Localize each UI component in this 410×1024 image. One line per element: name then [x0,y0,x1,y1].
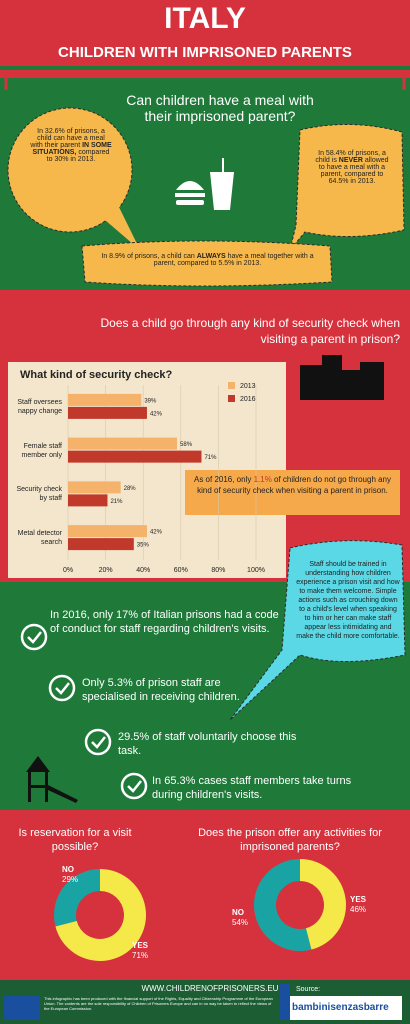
source-logo-bg [290,996,402,1020]
category-label: Security check by staff [16,486,62,503]
x-tick-label: 60% [174,567,188,574]
slice-name: NO [62,865,74,874]
bubble-text: In 58.4% of prisons, a child is NEVER al… [312,150,392,185]
category-label: Metal detector search [17,530,62,547]
slice-value: 54% [232,918,248,927]
category-label: Female staff member only [21,442,62,459]
slice-value: 46% [350,905,366,914]
tip-text: Staff should be trained in understanding… [296,561,400,640]
footer-url: WWW.CHILDRENOFPRISONERS.EU [141,984,279,993]
security-question: Does a child go through any kind of secu… [100,316,400,346]
bubble-tail [105,205,140,250]
source-logo: bambinisenzasbarre [292,1002,389,1013]
slice-name: NO [232,908,244,917]
bubble-text: In 8.9% of prisons, a child can ALWAYS h… [95,253,320,267]
bubble-bold: IN SOME SITUATIONS, [32,142,112,156]
staff-item: In 65.3% cases staff members take turns … [152,775,352,801]
corner-brackets [4,70,406,90]
bar [68,494,108,507]
bar [68,450,202,463]
value-label: 71% [204,455,217,461]
value-label: 42% [150,530,163,536]
playground-icon [26,756,78,803]
value-label: 35% [137,543,150,549]
note-text: As of 2016, only [193,475,254,484]
source-label: Source: [296,986,321,993]
bar [68,481,121,494]
header-band [0,0,410,78]
pie-slice [53,869,100,927]
slice-name: YES [350,895,367,904]
bubble-after: allowed to have a meal with a parent, co… [318,157,389,185]
footer-disclaimer: This infographic has been produced with … [44,996,273,1011]
tip-bubble [229,540,406,721]
bar [68,525,147,538]
logo-mark [280,984,290,1020]
security-note: As of 2016, only 1.1% of children do not… [190,474,395,496]
bubble-before: In 58.4% of prisons, a child is [315,150,386,164]
bubble-text: In 32.6% of prisons, a child can have a … [30,128,112,163]
bar [68,393,142,406]
staff-item: In 2016, only 17% of Italian prisons had… [50,609,279,635]
legend-label: 2016 [240,396,256,403]
bar [68,406,147,419]
staff-item: 29.5% of staff voluntarily choose this t… [118,731,297,757]
legend-label: 2013 [240,383,256,390]
x-tick-label: 40% [136,567,150,574]
value-label: 21% [110,499,123,505]
chart-title: What kind of security check? [20,369,172,381]
legend-swatch [228,395,235,402]
slice-name: YES [132,941,149,950]
bubble-left [7,107,133,233]
x-tick-label: 80% [211,567,225,574]
note-box [185,470,400,515]
bubble-bold: ALWAYS [196,253,226,260]
bubble-after: have a meal together with a parent, comp… [153,253,314,267]
bubble-before: In 8.9% of prisons, a child can [101,253,197,260]
bubble-after: compared to 30% in 2013. [46,149,110,163]
value-label: 39% [144,398,157,404]
bar [68,437,178,450]
meal-question: Can children have a meal with their impr… [126,92,314,124]
value-label: 42% [150,411,163,417]
staff-item: Only 5.3% of prison staff are specialise… [82,677,240,703]
pie-title: Does the prison offer any activities for… [198,827,382,853]
title: ITALY [164,2,246,35]
note-text: of children do not go through any kind o… [197,475,392,495]
value-label: 28% [124,486,137,492]
legend-swatch [228,382,235,389]
bubble-before: In 32.6% of prisons, a child can have a … [30,128,105,149]
pie-slice [253,859,312,952]
bubble-right [289,123,405,251]
bubble-bold: NEVER [338,157,363,164]
pie-slice [55,869,146,961]
bar [68,538,134,551]
pie-slice [300,859,346,950]
food-icon [175,158,234,210]
pie-title: Is reservation for a visit possible? [18,827,132,853]
note-highlight: 1.1% [253,475,272,484]
value-label: 58% [180,442,193,448]
slice-value: 29% [62,875,78,884]
eu-flag [4,996,40,1020]
divider [0,66,410,70]
bubble-bottom [81,240,333,287]
building-icon [300,355,384,400]
x-tick-label: 0% [63,567,73,574]
subtitle: CHILDREN WITH IMPRISONED PARENTS [58,44,352,61]
category-label: Staff oversees nappy change [17,398,62,415]
x-tick-label: 20% [99,567,113,574]
check-icons [20,623,148,800]
slice-value: 71% [132,951,148,960]
x-tick-label: 100% [247,567,265,574]
